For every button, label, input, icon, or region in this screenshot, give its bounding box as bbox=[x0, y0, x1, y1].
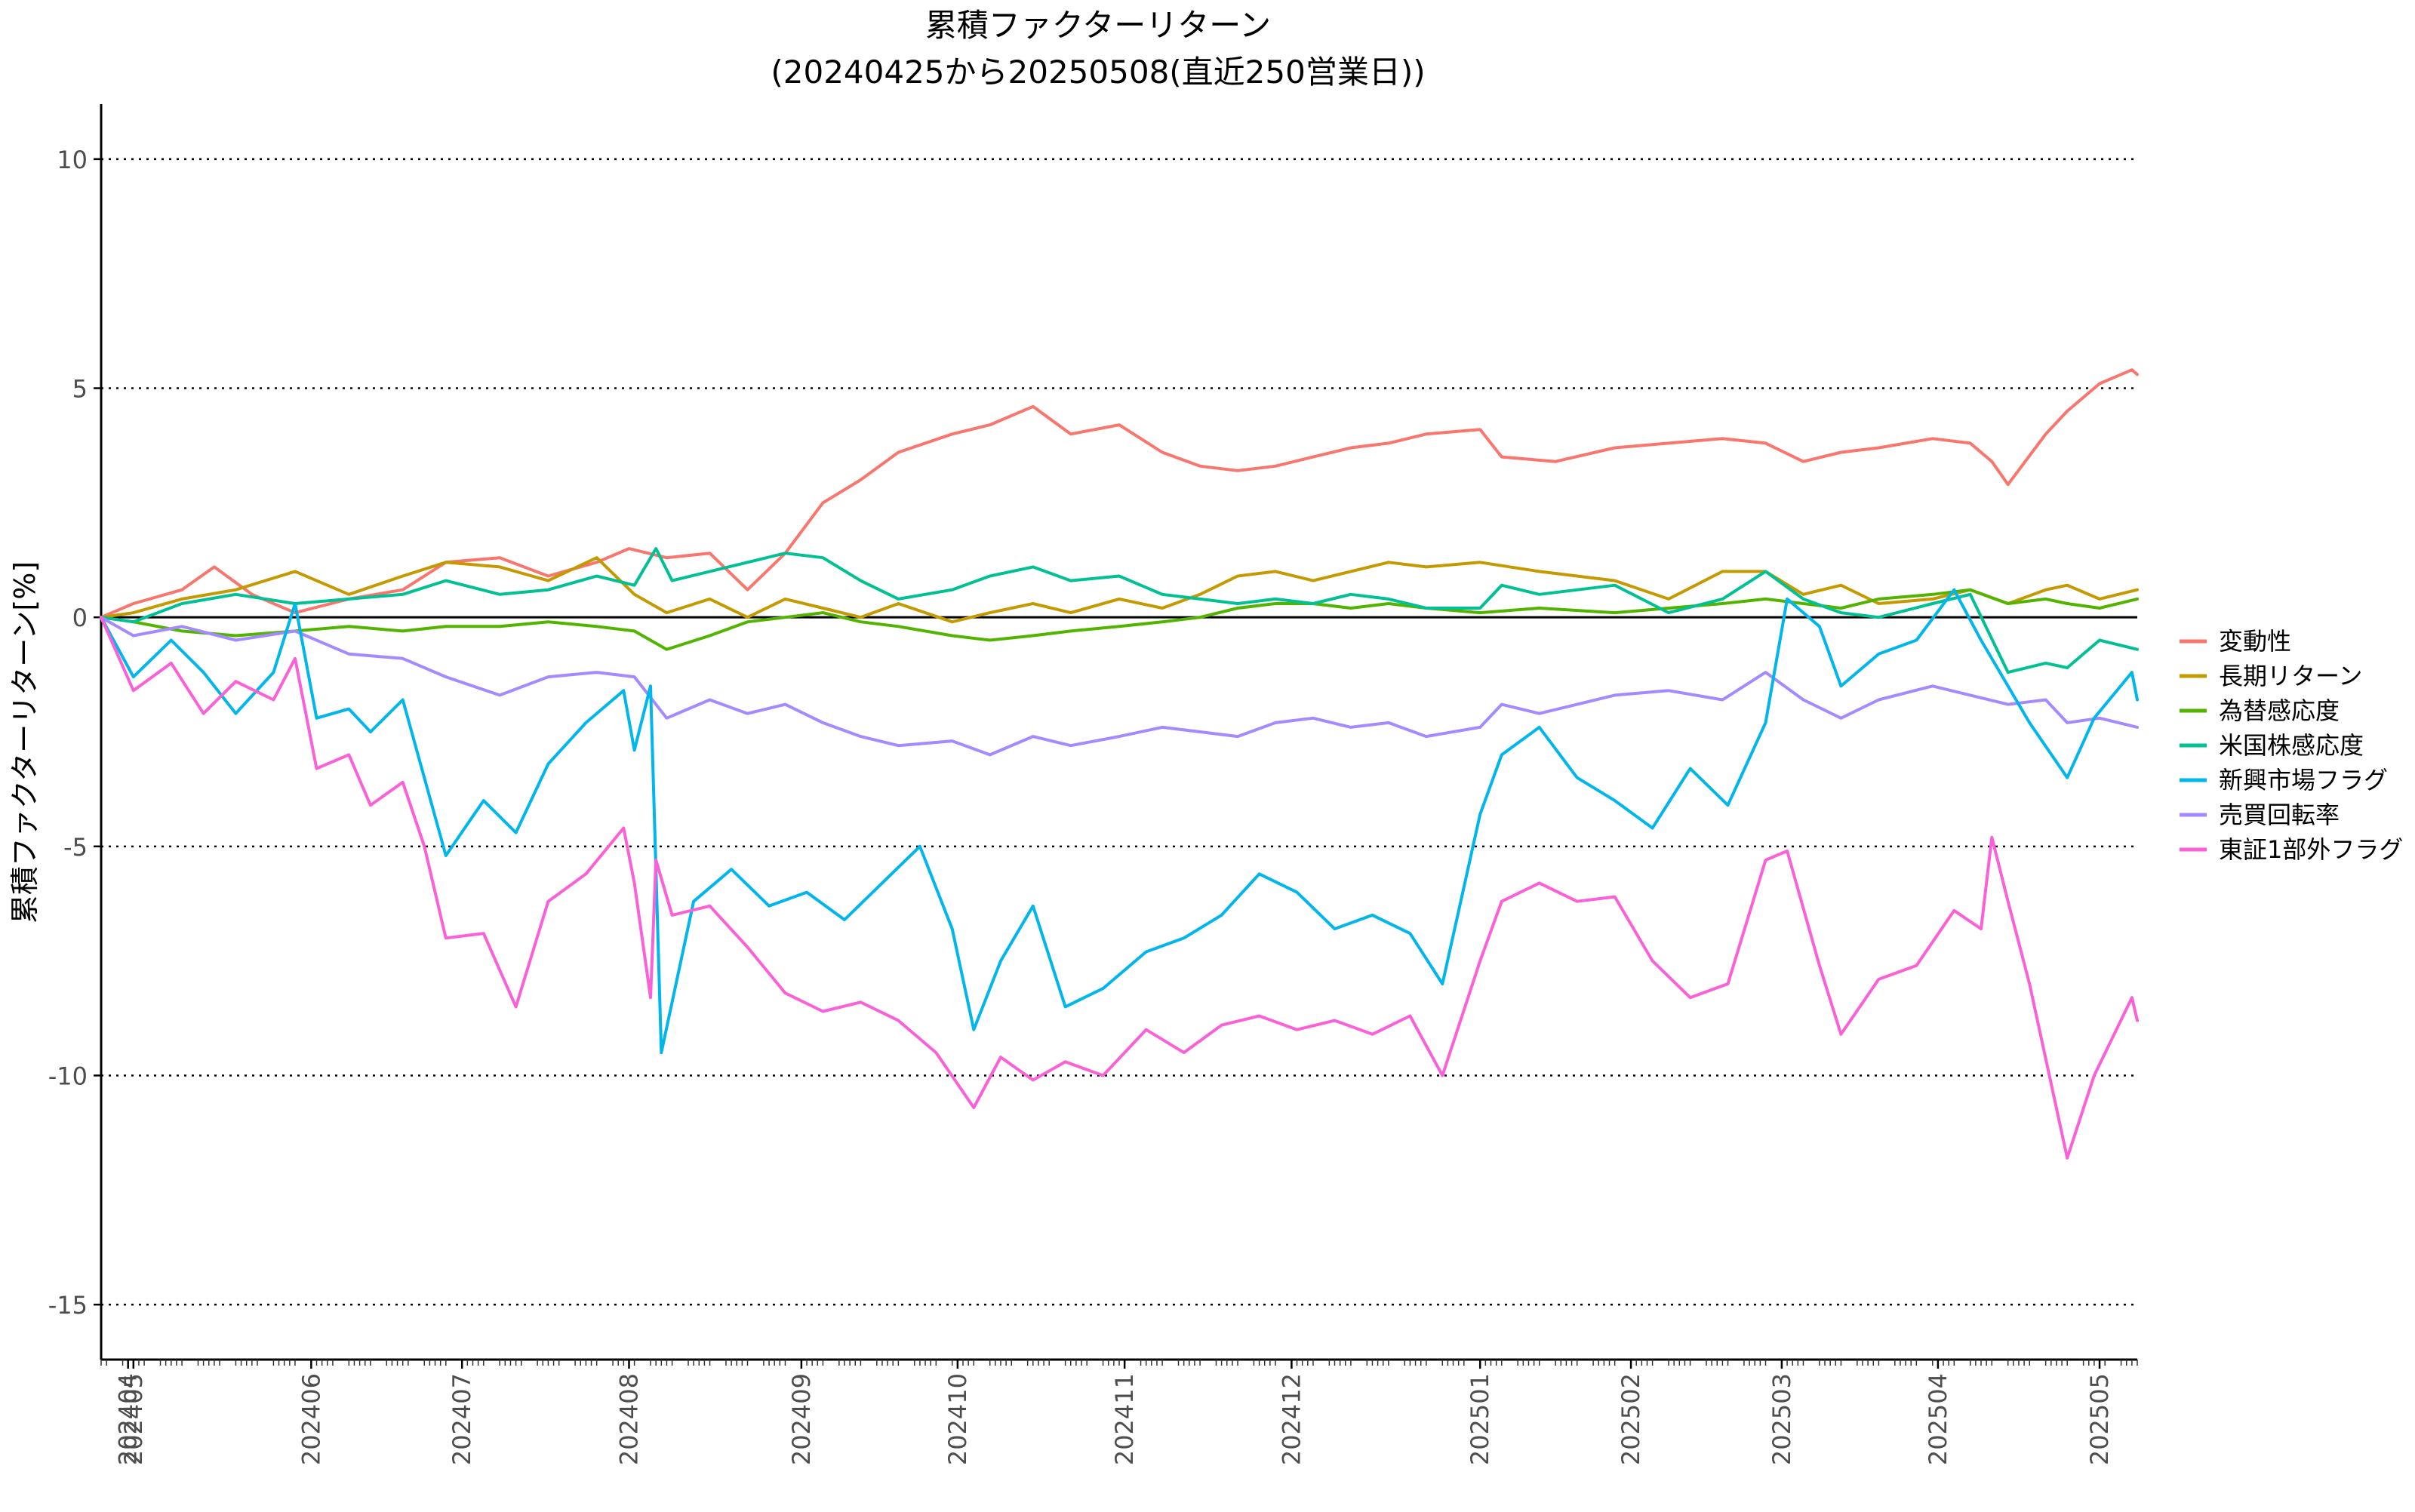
x-tick-label: 202409 bbox=[787, 1373, 816, 1465]
series-line-2 bbox=[100, 556, 2139, 624]
axes bbox=[100, 104, 2137, 1361]
x-tick-label: 202410 bbox=[943, 1373, 972, 1465]
legend-label: 為替感応度 bbox=[2219, 696, 2340, 725]
title-group: 累積ファクターリターン (20240425から20250508(直近250営業日… bbox=[771, 7, 1425, 91]
series-line-1 bbox=[100, 368, 2139, 619]
legend-item: 為替感応度 bbox=[2180, 696, 2340, 725]
grid-lines bbox=[101, 158, 2137, 1306]
legend-label: 東証1部外フラグ bbox=[2219, 835, 2403, 864]
x-tick-label: 202501 bbox=[1466, 1373, 1494, 1465]
series-lines bbox=[100, 368, 2139, 1160]
legend-label: 長期リターン bbox=[2219, 662, 2362, 690]
x-tick-label: 202406 bbox=[297, 1373, 325, 1465]
x-tick-label: 202412 bbox=[1277, 1373, 1306, 1465]
y-tick-label: 0 bbox=[72, 604, 88, 632]
x-tick-label: 202407 bbox=[448, 1373, 476, 1465]
series-line-3 bbox=[100, 588, 2139, 651]
y-tick-label: 5 bbox=[72, 375, 88, 404]
legend-label: 売買回転率 bbox=[2219, 801, 2340, 829]
x-tick-label: 202408 bbox=[614, 1373, 643, 1465]
series-line-6 bbox=[100, 616, 2139, 757]
chart-subtitle: (20240425から20250508(直近250営業日)) bbox=[771, 54, 1425, 91]
legend-label: 米国株感応度 bbox=[2219, 731, 2364, 760]
x-tick-label: 202504 bbox=[1924, 1373, 1952, 1465]
y-axis-label: 累積ファクターリターン[%] bbox=[8, 561, 42, 923]
legend-item: 変動性 bbox=[2180, 627, 2291, 656]
series-line-7 bbox=[100, 616, 2139, 1160]
legend-item: 長期リターン bbox=[2180, 662, 2362, 690]
x-tick-label: 202503 bbox=[1767, 1373, 1796, 1465]
legend-item: 新興市場フラグ bbox=[2180, 766, 2388, 794]
legend-label: 変動性 bbox=[2219, 627, 2291, 656]
x-tick-label: 202411 bbox=[1110, 1373, 1139, 1465]
chart-title: 累積ファクターリターン bbox=[925, 7, 1271, 44]
legend-item: 東証1部外フラグ bbox=[2180, 835, 2403, 864]
y-tick-label: 10 bbox=[57, 146, 88, 174]
x-tick-label: 202502 bbox=[1617, 1373, 1645, 1465]
legend-item: 米国株感応度 bbox=[2180, 731, 2364, 760]
y-axis-ticks: 10 5 0 -5 -10 -15 bbox=[48, 146, 101, 1320]
series-line-4 bbox=[100, 547, 2139, 675]
legend-label: 新興市場フラグ bbox=[2219, 766, 2388, 794]
legend-item: 売買回転率 bbox=[2180, 801, 2340, 829]
y-tick-label: -10 bbox=[48, 1062, 88, 1090]
series-line-5 bbox=[100, 588, 2139, 1055]
x-tick-label: 202405 bbox=[119, 1373, 148, 1465]
x-tick-label: 202404 bbox=[114, 1373, 143, 1465]
x-tick-label: 202505 bbox=[2085, 1373, 2114, 1465]
y-tick-label: -5 bbox=[63, 833, 88, 862]
y-tick-label: -15 bbox=[48, 1291, 88, 1320]
